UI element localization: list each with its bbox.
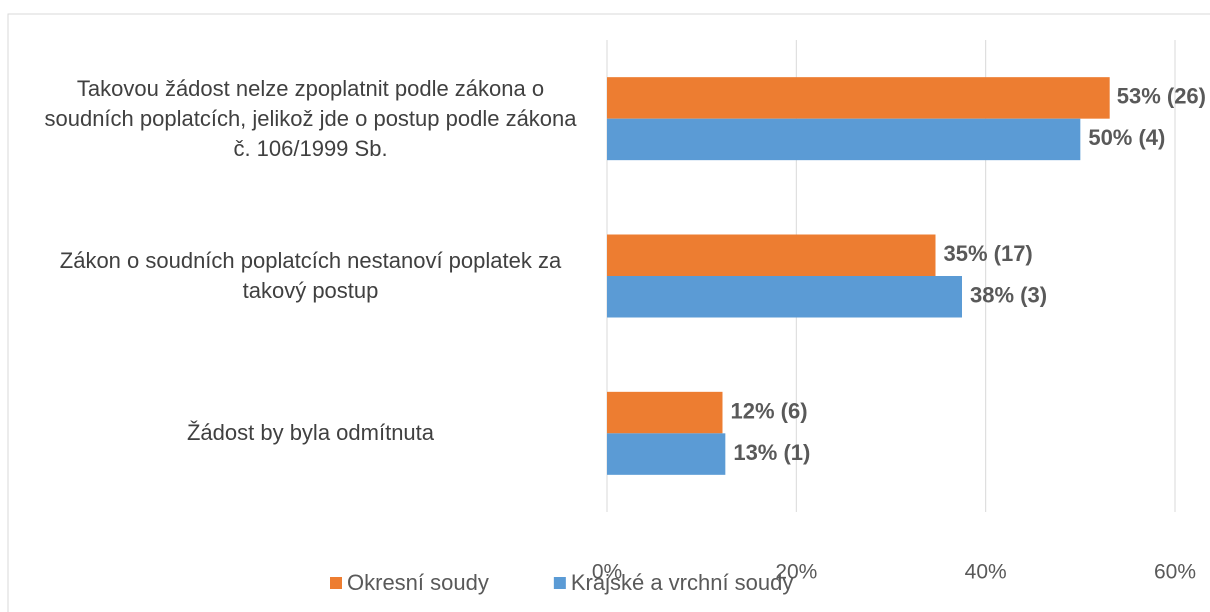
legend-label: Okresní soudy [347, 570, 489, 595]
data-label: 53% (26) [1117, 84, 1206, 109]
bar [607, 276, 962, 318]
data-label: 13% (1) [733, 440, 810, 465]
bar [607, 391, 723, 434]
category-label: Zákon o soudních poplatcích nestanoví po… [59, 248, 562, 303]
bar [607, 118, 1081, 161]
bar [607, 433, 726, 475]
legend-swatch [330, 577, 342, 589]
legend-swatch [553, 577, 566, 589]
data-label: 50% (4) [1088, 125, 1165, 150]
data-label: 38% (3) [970, 283, 1047, 308]
bar [607, 234, 936, 276]
chart-border [7, 13, 1210, 612]
bar [607, 77, 1110, 119]
x-tick-label: 60% [1154, 561, 1196, 584]
x-tick-label: 0% [592, 561, 622, 584]
x-tick-label: 40% [965, 561, 1007, 584]
legend-label: Krajské a vrchní soudy [571, 570, 794, 595]
category-label: Žádost by byla odmítnuta [186, 420, 435, 446]
data-label: 35% (17) [943, 241, 1032, 266]
x-tick-label: 20% [775, 561, 817, 584]
category-label: Takovou žádost nelze zpoplatnit podle zá… [44, 75, 577, 161]
data-label: 12% (6) [730, 398, 807, 423]
